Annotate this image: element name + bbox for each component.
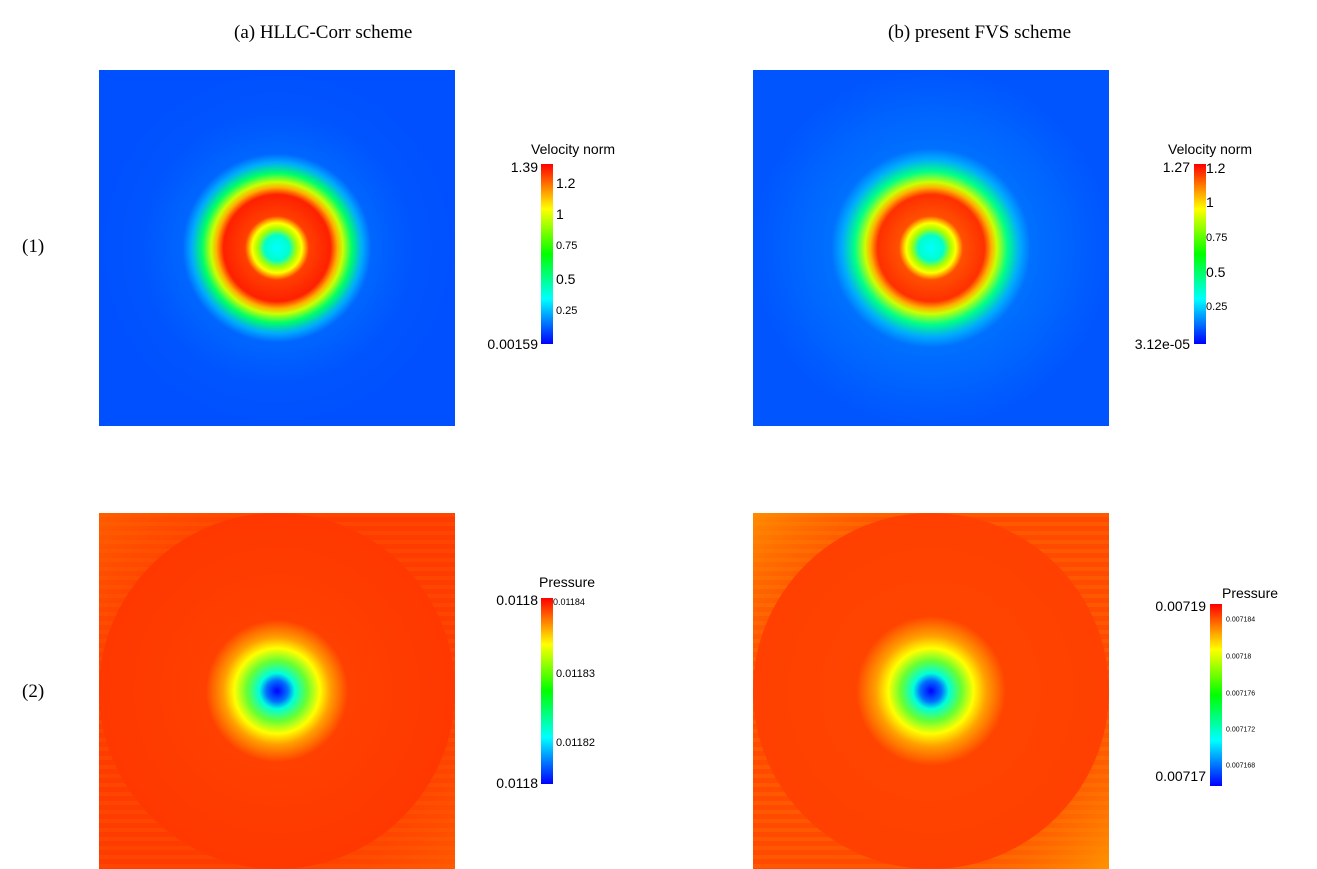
colorbar-min-label: 0.00159 (487, 336, 538, 352)
colorbar-tick: 0.5 (556, 271, 576, 287)
pressure-heatmap-fvs (753, 513, 1109, 869)
velocity-heatmap-fvs (753, 70, 1109, 426)
colorbar-tick: 0.01183 (556, 668, 595, 680)
colorbar-tick: 0.007168 (1226, 762, 1256, 770)
row-label-1: (1) (22, 236, 45, 257)
colorbar-tick: 0.25 (556, 305, 578, 317)
column-title-b: (b) present FVS scheme (888, 22, 1072, 43)
colorbar-tick: 0.007176 (1226, 690, 1256, 698)
colorbar-tick: 1 (1206, 194, 1214, 210)
colorbar-max-label: 1.39 (510, 159, 538, 175)
velocity-plot-hllc (99, 70, 455, 426)
colorbar-tick: 0.5 (1206, 264, 1226, 280)
colorbar-title: Velocity norm (1168, 141, 1253, 157)
colorbar-tick: 0.25 (1206, 301, 1228, 313)
pressure-plot-hllc (99, 513, 455, 869)
colorbar-tick: 0.007172 (1226, 726, 1256, 734)
pressure-plot-fvs (753, 513, 1109, 869)
colorbar-gradient (541, 164, 553, 344)
colorbar-tick: 0.01184 (553, 597, 585, 607)
colorbar-tick: 0.75 (556, 240, 578, 252)
column-title-a: (a) HLLC-Corr scheme (234, 22, 413, 43)
colorbar-tick: 0.00718 (1226, 653, 1252, 661)
colorbar-max-label: 0.0118 (496, 592, 538, 608)
pressure-heatmap-hllc (99, 513, 455, 869)
colorbar-max-label: 1.27 (1162, 159, 1190, 175)
colorbar-title: Velocity norm (531, 141, 616, 157)
colorbar-min-label: 3.12e-05 (1134, 336, 1190, 352)
colorbar-min-label: 0.00717 (1155, 768, 1206, 784)
colorbar-tick: 0.007184 (1226, 616, 1256, 624)
colorbar-tick: 0.01182 (556, 737, 595, 749)
colorbar-tick: 1.2 (556, 175, 576, 191)
colorbar-title: Pressure (539, 574, 596, 590)
colorbar-gradient (1210, 604, 1222, 786)
colorbar-tick: 1.2 (1206, 160, 1226, 176)
colorbar-title: Pressure (1222, 585, 1279, 601)
velocity-plot-fvs (753, 70, 1109, 426)
colorbar-tick: 0.75 (1206, 232, 1228, 244)
colorbar-min-label: 0.0118 (496, 775, 538, 791)
colorbar-gradient (1194, 164, 1206, 344)
colorbar-tick: 1 (556, 206, 564, 222)
colorbar-max-label: 0.00719 (1155, 598, 1206, 614)
row-label-2: (2) (22, 681, 45, 702)
colorbar-gradient (541, 598, 553, 784)
velocity-heatmap-hllc (99, 70, 455, 426)
